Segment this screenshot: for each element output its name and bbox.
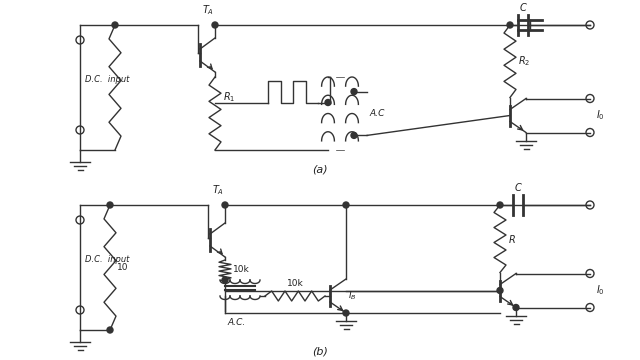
- Text: $I_0$: $I_0$: [596, 109, 605, 122]
- Circle shape: [325, 99, 331, 105]
- Circle shape: [222, 277, 228, 283]
- Text: $I_B$: $I_B$: [348, 290, 356, 302]
- Text: $C$: $C$: [518, 1, 527, 13]
- Circle shape: [107, 202, 113, 208]
- Text: 10: 10: [117, 263, 129, 272]
- Circle shape: [507, 22, 513, 28]
- Text: (a): (a): [312, 165, 328, 175]
- Text: $C$: $C$: [514, 181, 522, 193]
- Circle shape: [497, 202, 503, 208]
- Text: $R_2$: $R_2$: [518, 54, 531, 68]
- Circle shape: [343, 310, 349, 316]
- Text: 10k: 10k: [287, 279, 303, 288]
- Text: D.C.  input: D.C. input: [85, 75, 129, 84]
- Circle shape: [351, 132, 357, 138]
- Text: D.C.  input: D.C. input: [85, 255, 129, 264]
- Text: $T_A$: $T_A$: [212, 183, 224, 197]
- Text: $R$: $R$: [508, 233, 516, 245]
- Circle shape: [222, 202, 228, 208]
- Text: A.C: A.C: [369, 109, 385, 118]
- Text: $R_1$: $R_1$: [223, 91, 236, 104]
- Text: $I_0$: $I_0$: [596, 284, 605, 297]
- Circle shape: [497, 288, 503, 293]
- Text: (b): (b): [312, 347, 328, 357]
- Circle shape: [343, 202, 349, 208]
- Text: $T_A$: $T_A$: [202, 3, 214, 17]
- Circle shape: [513, 305, 519, 310]
- Text: 10k: 10k: [233, 266, 250, 274]
- Circle shape: [351, 89, 357, 95]
- Circle shape: [112, 22, 118, 28]
- Circle shape: [212, 22, 218, 28]
- Circle shape: [107, 327, 113, 333]
- Text: A.C.: A.C.: [227, 318, 245, 327]
